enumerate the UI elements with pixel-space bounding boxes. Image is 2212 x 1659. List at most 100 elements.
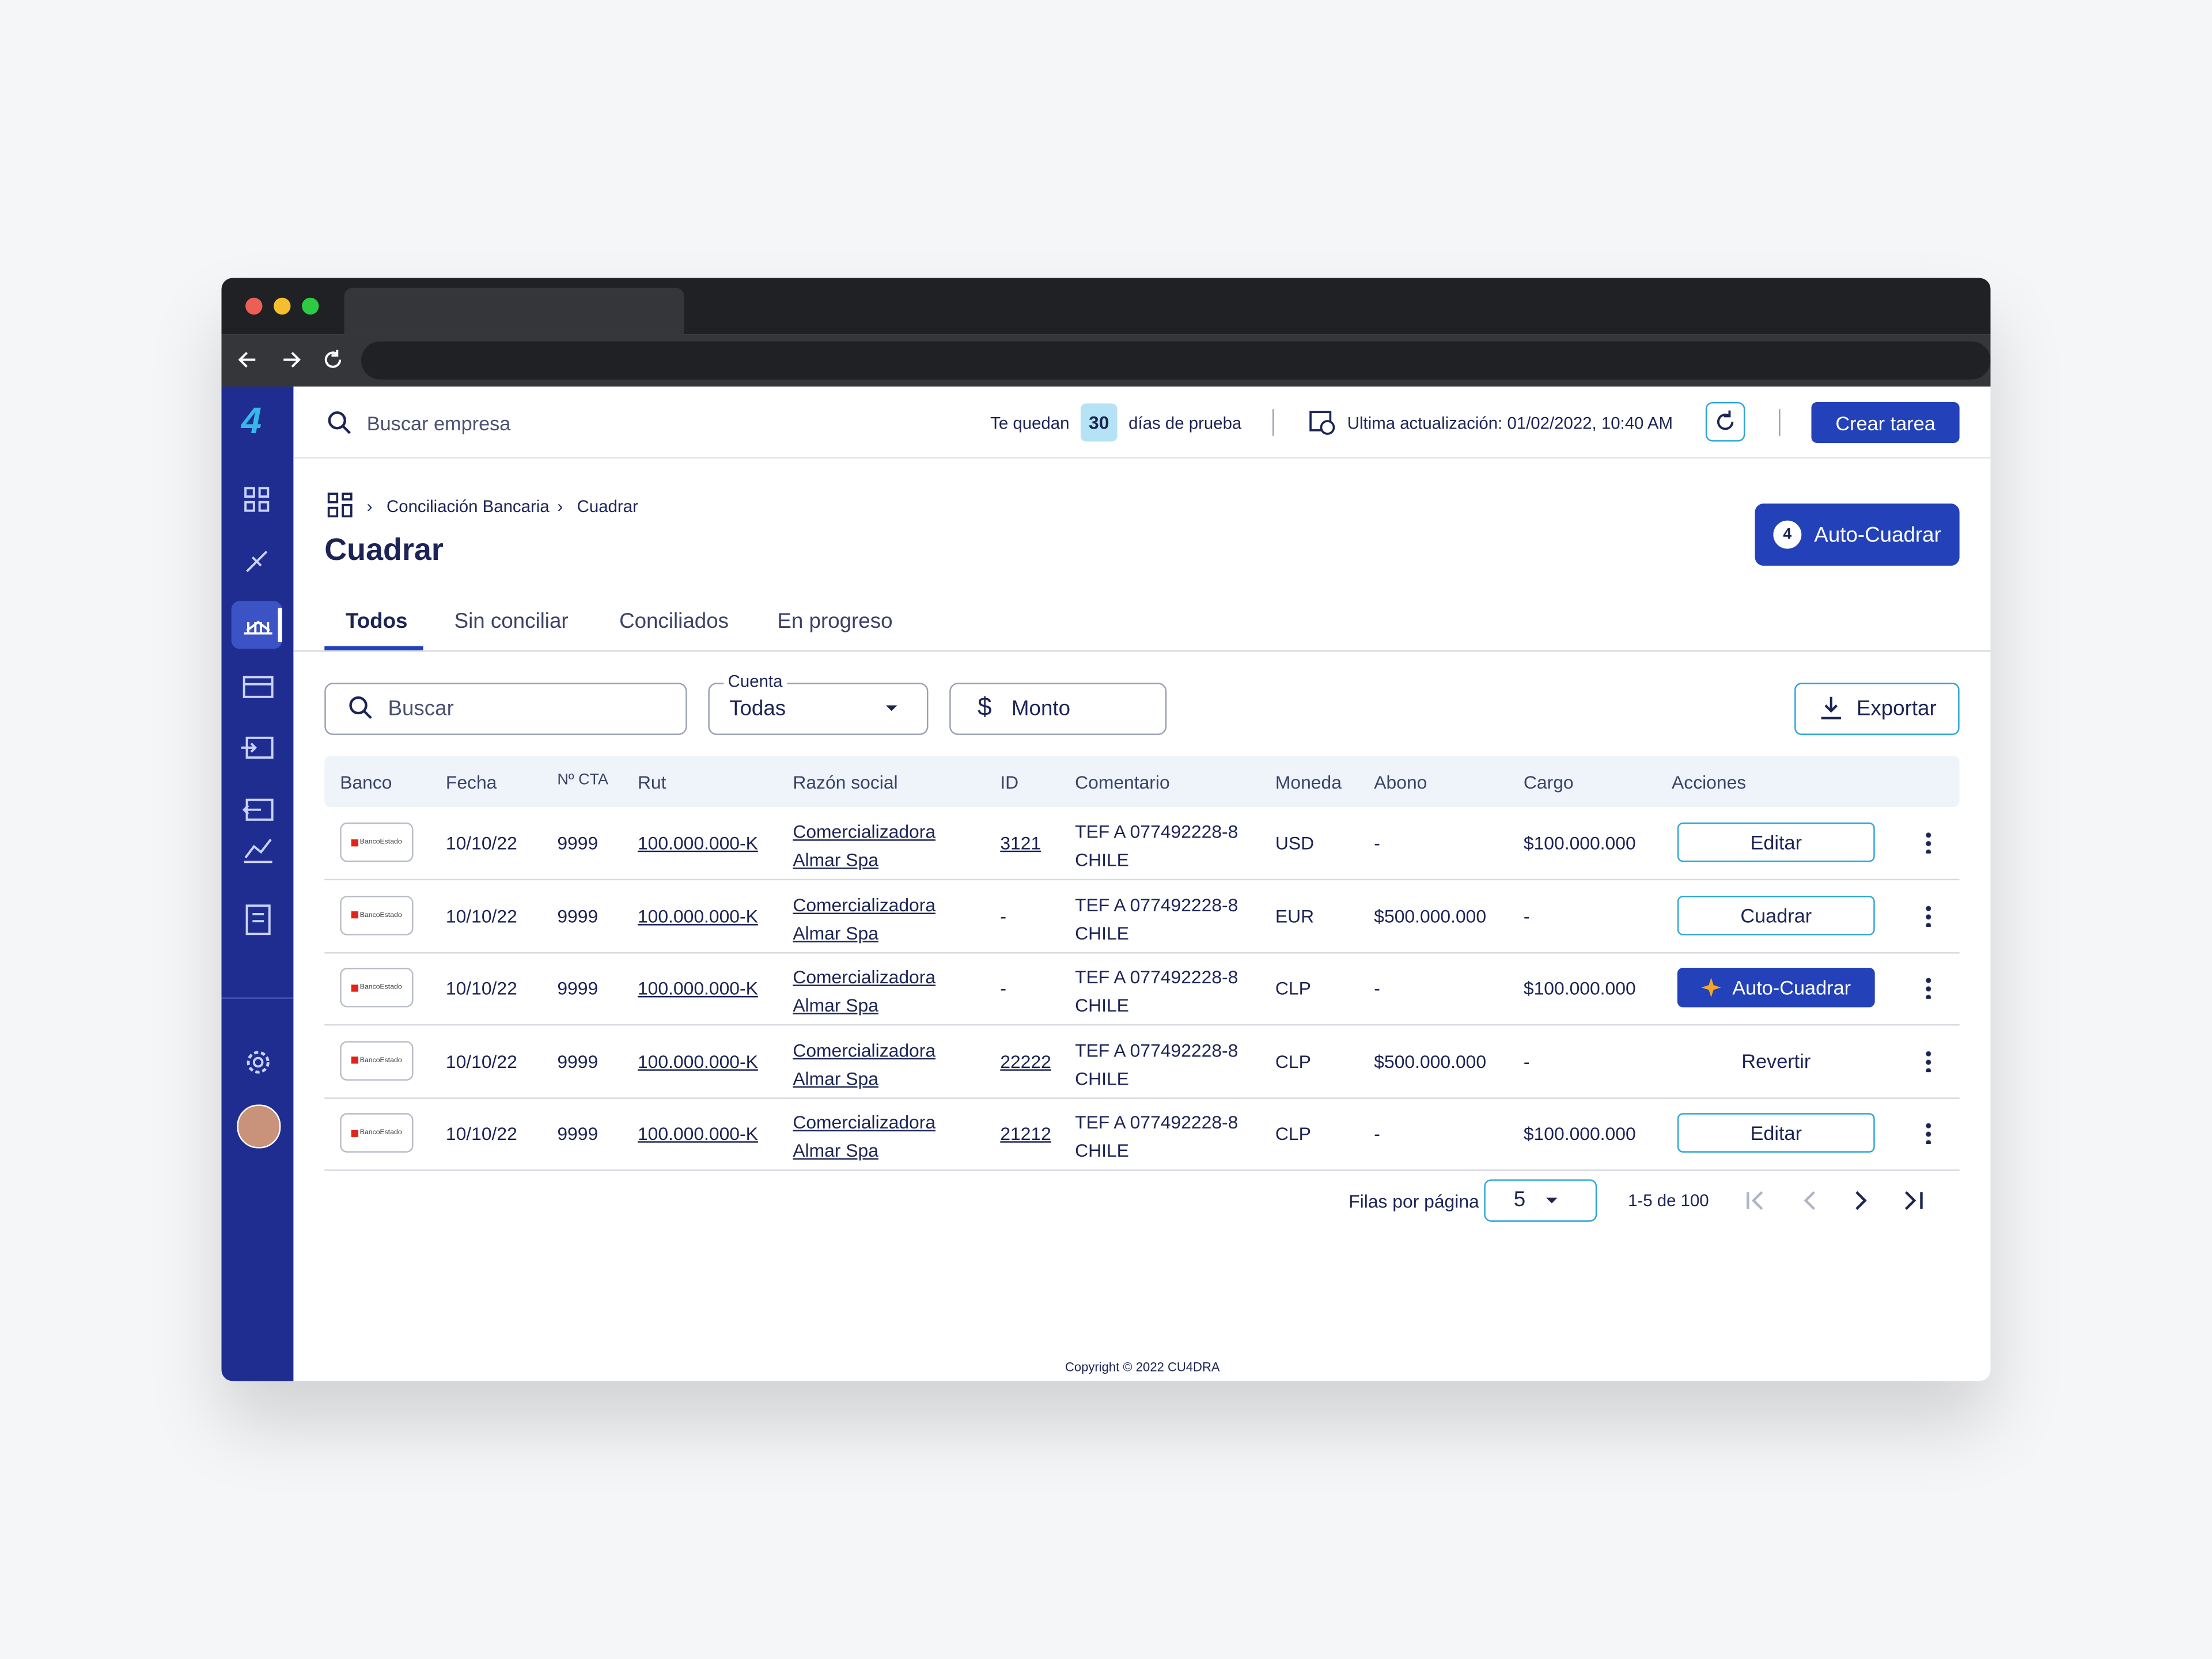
- header-divider: [293, 457, 1991, 459]
- cell[interactable]: Comercializadora Almar Spa: [793, 1111, 936, 1161]
- bank-logo-mark: [351, 984, 359, 991]
- bank-name: BancoEstado: [359, 838, 402, 847]
- tab[interactable]: Todos: [346, 609, 408, 634]
- cell[interactable]: 100.000.000-K: [637, 978, 758, 999]
- breadcrumb-item[interactable]: Cuadrar: [577, 497, 638, 517]
- cell: EUR: [1275, 905, 1315, 926]
- settings-icon[interactable]: [243, 1047, 274, 1078]
- amount-input[interactable]: [949, 683, 1167, 735]
- breadcrumb-item[interactable]: Conciliación Bancaria: [387, 497, 550, 517]
- refresh-button[interactable]: [1705, 402, 1745, 442]
- column-header: Banco: [340, 771, 392, 793]
- column-header: Razón social: [793, 771, 898, 793]
- cell: 9999: [557, 905, 599, 926]
- action-label: Editar: [1750, 1121, 1802, 1145]
- cell: CLP: [1275, 1123, 1311, 1145]
- cell: -: [1374, 978, 1380, 999]
- dropdown-arrow: [885, 705, 897, 711]
- bank-logo: BancoEstado: [340, 895, 414, 935]
- sidebar-divider: [221, 997, 294, 999]
- action-button[interactable]: Cuadrar: [1677, 895, 1875, 935]
- cell: 10/10/22: [445, 832, 517, 854]
- cell: TEF A 077492228-8 CHILE: [1075, 821, 1238, 871]
- tabs-divider: [293, 650, 1991, 652]
- row-menu[interactable]: [1925, 1048, 1931, 1072]
- cell[interactable]: Comercializadora Almar Spa: [793, 1039, 936, 1089]
- action-button[interactable]: Revertir: [1677, 1040, 1875, 1080]
- pagination-controls[interactable]: [1744, 1188, 1927, 1213]
- breadcrumb-sep: ›: [557, 497, 563, 517]
- bank-logo: BancoEstado: [340, 1113, 414, 1153]
- cell[interactable]: 3121: [1000, 832, 1041, 854]
- cell: $500.000.000: [1374, 905, 1487, 926]
- action-button[interactable]: Auto-Cuadrar: [1677, 968, 1875, 1007]
- download-icon: [1821, 696, 1841, 719]
- auto-count: 4: [1773, 520, 1802, 549]
- max-dot[interactable]: [302, 297, 319, 315]
- cell: -: [1374, 1123, 1380, 1145]
- cell[interactable]: Comercializadora Almar Spa: [793, 821, 936, 871]
- column-header: Nº CTA: [557, 771, 609, 789]
- cell: 10/10/22: [445, 978, 517, 999]
- cell: 9999: [557, 1123, 599, 1145]
- cell: $100.000.000: [1523, 978, 1636, 999]
- cell[interactable]: Comercializadora Almar Spa: [793, 966, 936, 1016]
- separator: [1779, 409, 1781, 436]
- tab[interactable]: Conciliados: [619, 609, 729, 634]
- nav-icons[interactable]: [236, 346, 349, 374]
- min-dot[interactable]: [274, 297, 291, 315]
- cell[interactable]: 100.000.000-K: [637, 1050, 758, 1072]
- row-menu[interactable]: [1925, 903, 1931, 926]
- create-task-button[interactable]: Crear tarea: [1811, 402, 1960, 443]
- column-header: Cargo: [1523, 771, 1574, 793]
- cell: USD: [1275, 832, 1315, 854]
- cell[interactable]: 100.000.000-K: [637, 905, 758, 926]
- browser-tab[interactable]: [344, 287, 684, 335]
- sidebar-icons[interactable]: [241, 484, 275, 949]
- cell: $100.000.000: [1523, 832, 1636, 854]
- cell[interactable]: 100.000.000-K: [637, 1123, 758, 1145]
- row-menu[interactable]: [1925, 1121, 1931, 1145]
- avatar[interactable]: [237, 1104, 281, 1149]
- table-row: BancoEstado 10/10/22 9999 100.000.000-K USD -…: [324, 807, 1960, 881]
- cell: 9999: [557, 1050, 599, 1072]
- column-header: Fecha: [445, 771, 497, 793]
- footer: Copyright © 2022 CU4DRA: [1065, 1359, 1220, 1374]
- row-menu[interactable]: [1925, 976, 1931, 999]
- rows-per-page-select[interactable]: [1484, 1179, 1597, 1222]
- home-icon[interactable]: [327, 493, 353, 518]
- tab[interactable]: En progreso: [777, 609, 893, 634]
- dropdown-arrow: [1546, 1198, 1558, 1203]
- rows-per-page-label: Filas por página: [1349, 1190, 1479, 1212]
- close-dot[interactable]: [245, 297, 263, 315]
- search-input[interactable]: [324, 683, 687, 735]
- trial-prefix: Te quedan: [990, 413, 1070, 433]
- company-search[interactable]: Buscar empresa: [366, 412, 511, 435]
- account-select[interactable]: [708, 683, 929, 735]
- auto-cuadrar-button[interactable]: 4 Auto-Cuadrar: [1755, 503, 1960, 566]
- row-menu[interactable]: [1925, 831, 1931, 854]
- address-bar[interactable]: [361, 341, 1991, 380]
- action-button[interactable]: Editar: [1677, 1113, 1875, 1153]
- cell: TEF A 077492228-8 CHILE: [1075, 1039, 1238, 1089]
- action-label: Cuadrar: [1740, 903, 1812, 926]
- cell[interactable]: Comercializadora Almar Spa: [793, 893, 936, 944]
- column-header: Moneda: [1275, 771, 1342, 793]
- cell: TEF A 077492228-8 CHILE: [1075, 1111, 1238, 1161]
- cell[interactable]: 21212: [1000, 1123, 1051, 1145]
- tab[interactable]: Sin conciliar: [454, 609, 569, 634]
- cell: 10/10/22: [445, 905, 517, 926]
- tab-indicator: [324, 646, 423, 650]
- export-button[interactable]: [1794, 683, 1960, 735]
- action-button[interactable]: Editar: [1677, 822, 1875, 862]
- last-update: Ultima actualización: 01/02/2022, 10:40 …: [1347, 413, 1673, 433]
- cell[interactable]: 22222: [1000, 1050, 1051, 1072]
- sidebar: [221, 387, 294, 1381]
- search-icon: [328, 411, 351, 434]
- column-header: Comentario: [1075, 771, 1170, 793]
- cell[interactable]: 100.000.000-K: [637, 832, 758, 854]
- logo[interactable]: 4: [241, 399, 262, 442]
- table-row: BancoEstado 10/10/22 9999 100.000.000-K CLP $…: [324, 1025, 1960, 1099]
- sparkle-icon: [1701, 978, 1721, 998]
